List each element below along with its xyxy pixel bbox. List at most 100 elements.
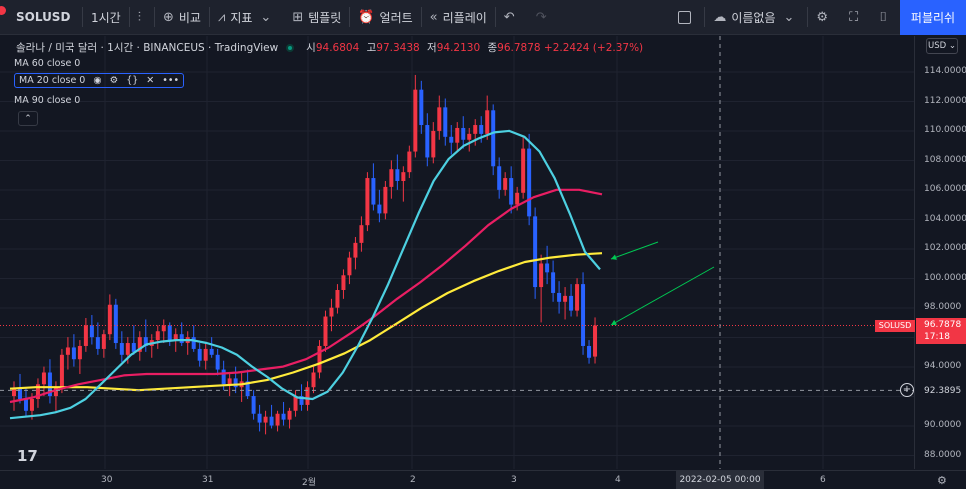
fullscreen-button[interactable]: ⛶ xyxy=(841,0,871,35)
time-label: 6 xyxy=(820,475,826,485)
candle-body xyxy=(563,295,568,302)
candle-body xyxy=(203,348,208,361)
replay-button[interactable]: « 리플레이 xyxy=(422,0,495,35)
price-axis-label: 114.0000 xyxy=(924,66,966,76)
candle-body xyxy=(155,331,160,341)
candle-body xyxy=(233,378,238,388)
time-label: 2월 xyxy=(302,478,317,488)
ma20-line xyxy=(9,129,601,420)
gear-icon[interactable]: ⚙ xyxy=(109,75,119,86)
candle-body xyxy=(119,343,124,355)
candle-body xyxy=(335,290,340,308)
candle-body xyxy=(89,325,94,338)
source-code-icon[interactable]: {} xyxy=(126,75,139,86)
candle-body xyxy=(359,225,364,243)
ma90-legend[interactable]: MA 90 close 0 xyxy=(14,95,80,106)
candle-body xyxy=(107,304,112,335)
collapse-legend-button[interactable]: ⌃ xyxy=(18,111,38,126)
candle-body xyxy=(365,178,370,226)
separator xyxy=(153,7,155,27)
layout-select-button[interactable] xyxy=(670,0,704,35)
price-axis-label: 112.0000 xyxy=(924,95,966,106)
compare-button[interactable]: ⊕ 비교 xyxy=(155,0,209,35)
tradingview-logo-icon[interactable]: 𝟭𝟳 xyxy=(17,447,38,465)
candle-body xyxy=(473,125,478,134)
annotation-arrow-head xyxy=(611,319,617,325)
chevron-down-icon: ⌄ xyxy=(783,9,795,25)
candle-body xyxy=(197,348,202,361)
candle-body xyxy=(59,354,64,388)
candles-icon: ⫶ xyxy=(137,9,141,25)
candle-body xyxy=(227,378,232,385)
annotation-arrow xyxy=(610,241,659,260)
time-axis[interactable]: 30 31 2월 2 3 4 6 xyxy=(0,470,966,489)
close-label: 종 xyxy=(487,42,498,54)
layout-name-label: 이름없음 xyxy=(731,10,776,25)
separator xyxy=(82,7,83,27)
candle-body xyxy=(299,396,304,405)
candle-body xyxy=(521,148,526,193)
redo-button[interactable]: ↷ xyxy=(528,0,560,35)
candle-body xyxy=(23,399,28,411)
candle-body xyxy=(161,325,166,332)
publish-button[interactable]: 퍼블리쉬 xyxy=(900,0,966,35)
candle-body xyxy=(569,295,574,311)
candle-body xyxy=(143,337,148,346)
price-axis[interactable] xyxy=(914,36,966,469)
eye-icon[interactable]: ◉ xyxy=(93,75,102,86)
candle-body xyxy=(443,107,448,137)
candle-body xyxy=(383,186,388,214)
close-icon[interactable]: ✕ xyxy=(146,75,155,86)
price-chart[interactable] xyxy=(0,36,914,469)
add-alert-plus-icon[interactable]: + xyxy=(900,383,914,397)
time-label: 4 xyxy=(615,475,621,485)
candle-body xyxy=(413,89,418,152)
candle-body xyxy=(449,136,454,143)
candle-body xyxy=(77,345,82,360)
chart-type-button[interactable]: ⫶ xyxy=(130,0,154,35)
candle-body xyxy=(167,325,172,341)
candle-body xyxy=(575,284,580,311)
candle-body xyxy=(179,334,184,344)
more-icon[interactable]: ••• xyxy=(162,75,180,86)
price-axis-label: 108.0000 xyxy=(924,154,966,165)
gear-icon[interactable]: ⚙ xyxy=(937,474,947,487)
candle-body xyxy=(401,172,406,182)
ma60-legend[interactable]: MA 60 close 0 xyxy=(14,58,80,69)
templates-button[interactable]: ⊞ 템플릿 xyxy=(284,0,349,35)
candle-body xyxy=(113,304,118,344)
annotation-arrow xyxy=(610,266,715,326)
candle-body xyxy=(131,343,136,352)
notification-dot xyxy=(0,6,6,15)
candle-body xyxy=(305,387,310,405)
camera-icon: ⌷ xyxy=(879,9,887,25)
rewind-icon: « xyxy=(429,9,438,25)
candle-body xyxy=(311,372,316,388)
candle-body xyxy=(455,127,460,143)
candle-body xyxy=(509,178,514,205)
candle-body xyxy=(41,372,46,385)
legend-title: 솔라나 / 미국 달러 · 1시간 · BINANCEUS · TradingV… xyxy=(16,42,279,54)
settings-button[interactable]: ⚙ xyxy=(808,0,841,35)
chevron-down-icon: ⌄ xyxy=(260,9,272,25)
candle-body xyxy=(497,166,502,190)
undo-button[interactable]: ↶ xyxy=(496,0,528,35)
snapshot-button[interactable]: ⌷ xyxy=(871,0,900,35)
symbol-search-button[interactable]: SOLUSD xyxy=(0,0,82,35)
interval-button[interactable]: 1시간 xyxy=(83,0,129,35)
templates-icon: ⊞ xyxy=(292,9,304,25)
separator xyxy=(704,7,706,27)
candle-body xyxy=(173,334,178,341)
ma20-legend[interactable]: MA 20 close 0 ◉ ⚙ {} ✕ ••• xyxy=(14,73,185,88)
currency-button[interactable]: USD ⌄ xyxy=(926,38,958,54)
gear-icon: ⚙ xyxy=(816,9,829,25)
layout-name-button[interactable]: ☁ 이름없음 ⌄ xyxy=(705,0,807,35)
candle-body xyxy=(533,216,538,288)
candle-body xyxy=(317,345,322,373)
indicators-button[interactable]: ⩘ 지표 ⌄ xyxy=(210,0,284,35)
candle-body xyxy=(263,416,268,423)
separator xyxy=(349,7,351,27)
candle-body xyxy=(407,151,412,173)
alerts-button[interactable]: ⏰ 얼러트 xyxy=(350,0,420,35)
ma90-label: MA 90 close 0 xyxy=(14,95,81,106)
